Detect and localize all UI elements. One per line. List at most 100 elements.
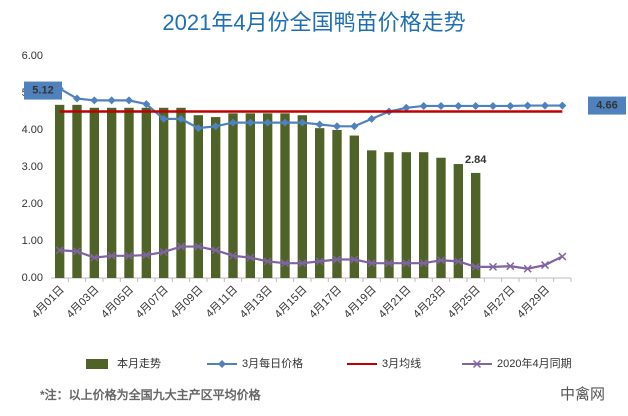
point [246,118,255,127]
point [558,252,567,261]
bar [436,157,446,278]
point [125,96,133,105]
point [176,242,186,251]
point [506,262,515,271]
bar [158,107,169,278]
point [124,251,134,260]
point [73,94,81,103]
y-tick-label: 2.00 [22,198,43,210]
bar [314,128,325,278]
y-tick-label: 0.00 [22,272,43,284]
point [263,257,272,266]
chart-title: 2021年4月份全国鸭苗价格走势 [162,10,465,35]
source: 中禽网 [560,386,605,403]
point [90,253,99,262]
bar [54,104,65,278]
point [281,118,289,127]
bar [245,113,256,278]
point [454,101,463,110]
line [59,245,563,270]
bar [72,104,82,278]
point [55,246,64,255]
legend-label: 3月每日价格 [242,356,303,370]
data-label-box [588,96,626,115]
point [384,259,394,268]
point [228,251,238,260]
point [350,122,359,131]
point [523,264,532,273]
bar [141,107,152,278]
y-tick-label: 1.00 [22,235,43,247]
data-label: 4.66 [596,99,617,111]
data-label: 2.84 [465,154,487,166]
point [472,359,482,369]
point [471,262,480,271]
point [333,122,341,131]
point [229,118,237,127]
point [194,242,203,251]
point [558,101,567,110]
point [350,255,359,264]
point [541,101,549,110]
bar [453,164,464,278]
point [280,259,290,268]
point [506,101,515,110]
point [367,259,376,268]
point [142,251,151,260]
bar [366,150,377,278]
point [402,103,411,112]
series-line [55,242,567,273]
point [488,262,498,271]
point [90,96,99,105]
data-label: 5.12 [32,84,53,96]
point [159,114,168,123]
point [489,101,497,110]
bar [228,113,238,278]
bar [332,130,342,278]
bar [470,172,481,278]
bar [106,107,117,278]
point [142,100,151,109]
point [437,101,445,110]
bar [349,135,360,278]
bar [193,115,204,278]
point [211,246,220,255]
bar [384,152,394,278]
bar [210,117,221,278]
point [436,256,446,265]
point [367,114,376,123]
point [159,248,168,257]
y-tick-label: 3.00 [22,161,43,173]
point [194,124,203,133]
point [419,259,428,268]
point [523,101,532,110]
point [540,261,550,270]
y-tick-label: 6.00 [22,50,43,62]
point [315,120,324,129]
bar [124,107,134,278]
bar [401,152,412,278]
bar [89,107,100,278]
y-tick-label: 4.00 [22,124,43,136]
point [332,255,342,264]
point [218,360,226,368]
footnote: *注：以上价格为全国九大主产区平均价格 [40,387,262,402]
point [298,259,307,268]
point [263,118,272,127]
point [72,247,82,256]
legend-label: 2020年4月同期 [497,356,572,370]
point [246,253,255,262]
point [471,101,480,110]
point [419,101,428,110]
bar [176,107,186,278]
series-line [55,84,567,133]
point [211,122,220,131]
point [107,96,116,105]
point [298,118,307,127]
bar [262,113,273,278]
point [177,114,185,123]
legend-label: 3月均线 [382,356,421,370]
data-label-box [24,81,62,100]
